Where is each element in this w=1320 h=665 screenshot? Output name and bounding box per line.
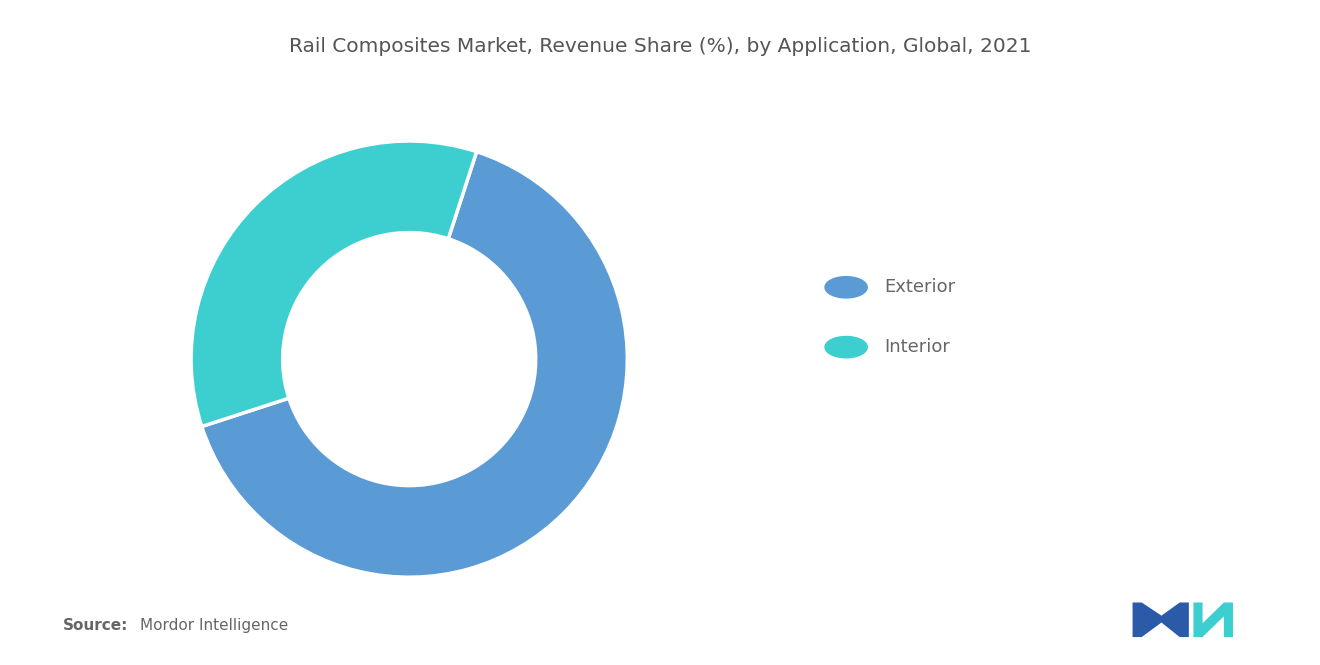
Text: Source:: Source: <box>63 618 129 633</box>
Text: Mordor Intelligence: Mordor Intelligence <box>140 618 288 633</box>
Text: Interior: Interior <box>884 338 950 356</box>
Text: Rail Composites Market, Revenue Share (%), by Application, Global, 2021: Rail Composites Market, Revenue Share (%… <box>289 37 1031 56</box>
Wedge shape <box>202 152 627 577</box>
Text: Exterior: Exterior <box>884 278 956 297</box>
Wedge shape <box>191 141 477 426</box>
